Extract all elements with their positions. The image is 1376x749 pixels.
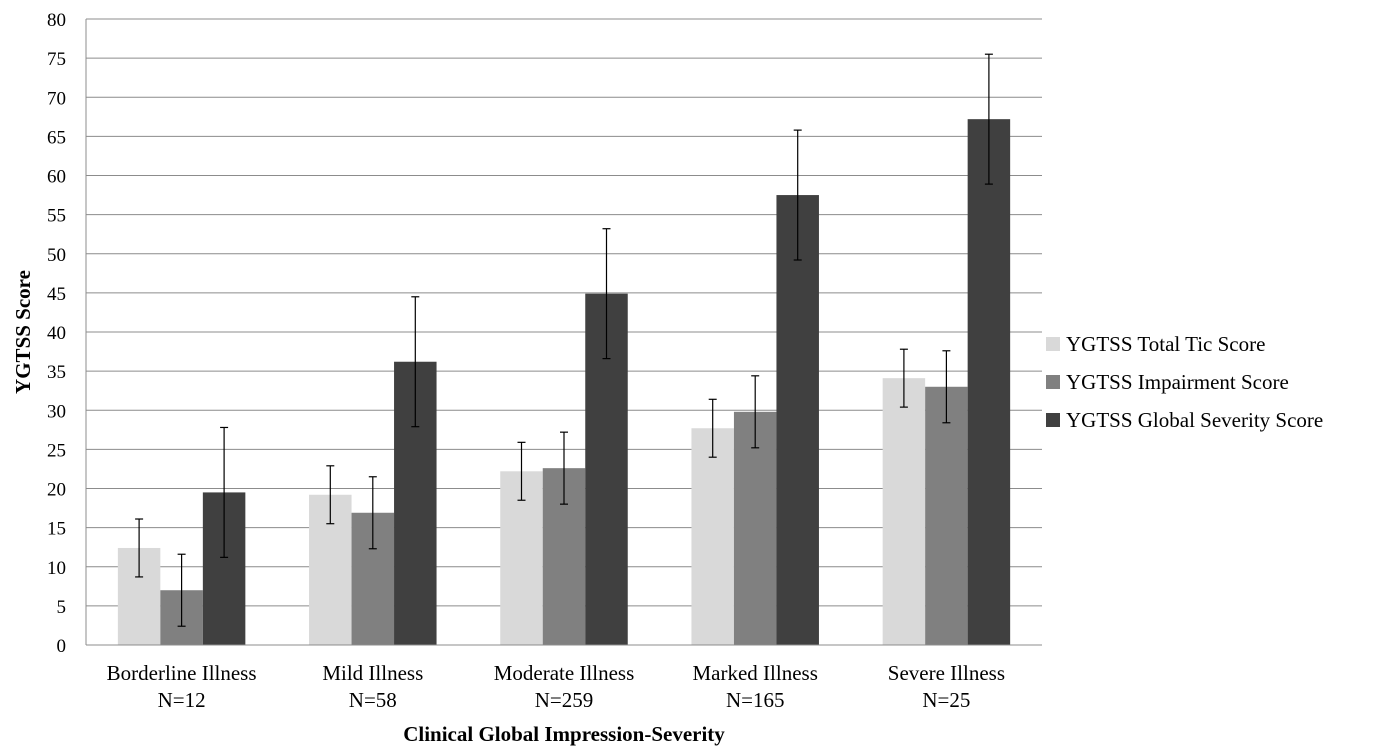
error-bar: [326, 465, 335, 525]
error-bar: [899, 348, 908, 408]
y-tick-label: 55: [47, 206, 66, 227]
bar-1-5: [882, 378, 926, 645]
error-bar: [560, 431, 568, 505]
y-tick-label: 60: [47, 167, 66, 188]
y-tick-label: 15: [47, 519, 66, 540]
y-axis-title: YGTSS Score: [11, 270, 35, 394]
y-tick-label: 75: [47, 49, 66, 70]
axes: [85, 19, 1042, 646]
error-bar: [177, 553, 186, 627]
x-tick-label: Severe Illness: [888, 661, 1005, 685]
bar-3-5: [967, 119, 1011, 645]
legend-label: YGTSS Impairment Score: [1066, 370, 1289, 394]
legend-label: YGTSS Global Severity Score: [1066, 408, 1323, 432]
legend-swatch: [1046, 337, 1060, 351]
legend-swatch: [1046, 375, 1060, 389]
bar-1-4: [691, 428, 734, 645]
x-tick-label: Mild Illness: [322, 661, 423, 685]
y-tick-label: 5: [57, 597, 67, 618]
y-tick-label: 70: [47, 88, 66, 109]
x-tick-sublabel: N=25: [922, 688, 970, 712]
error-bar: [135, 518, 144, 578]
x-tick-label: Moderate Illness: [494, 661, 635, 685]
bar-2-4: [733, 411, 777, 645]
legend-item: YGTSS Total Tic Score: [1046, 332, 1265, 356]
y-tick-label: 35: [47, 362, 66, 383]
x-tick-sublabel: N=165: [726, 688, 785, 712]
y-tick-label: 65: [47, 127, 66, 148]
y-tick-label: 40: [47, 323, 66, 344]
error-bar: [942, 350, 951, 424]
error-bar: [708, 398, 717, 458]
error-bars: [135, 53, 993, 627]
error-bar: [751, 375, 760, 449]
error-bar: [220, 426, 229, 558]
x-tick-label: Marked Illness: [693, 661, 818, 685]
legend-item: YGTSS Global Severity Score: [1046, 408, 1323, 432]
y-tick-label: 80: [47, 10, 66, 31]
legend-label: YGTSS Total Tic Score: [1066, 332, 1265, 356]
y-tick-label: 30: [47, 401, 66, 422]
legend-item: YGTSS Impairment Score: [1046, 370, 1289, 394]
x-tick-sublabel: N=259: [535, 688, 594, 712]
y-tick-label: 50: [47, 245, 66, 266]
legend: YGTSS Total Tic Score YGTSS Impairment Sc…: [1046, 332, 1323, 432]
x-category-labels: Borderline Illness N=12 Mild Illness N=58 Mo…: [107, 661, 1005, 712]
error-bar: [984, 53, 993, 185]
bar-3-4: [776, 195, 819, 645]
y-tick-labels: 0 5 10 15 20 25 30 35 40 45 50 55 60 65 70 75 80: [47, 10, 66, 657]
x-axis-title: Clinical Global Impression-Severity: [403, 722, 725, 746]
x-tick-sublabel: N=12: [158, 688, 206, 712]
bars: [117, 119, 1011, 645]
legend-swatch: [1046, 413, 1060, 427]
error-bar: [368, 476, 377, 550]
error-bar: [793, 129, 802, 261]
x-tick-sublabel: N=58: [349, 688, 397, 712]
x-tick-label: Borderline Illness: [107, 661, 257, 685]
error-bar: [602, 228, 611, 360]
error-bar: [411, 296, 420, 428]
bar-2-5: [925, 386, 968, 645]
y-tick-label: 0: [57, 636, 67, 657]
y-tick-label: 25: [47, 440, 66, 461]
y-tick-label: 10: [47, 558, 66, 579]
error-bar: [517, 441, 526, 501]
y-tick-label: 45: [47, 284, 66, 305]
y-tick-label: 20: [47, 480, 66, 501]
